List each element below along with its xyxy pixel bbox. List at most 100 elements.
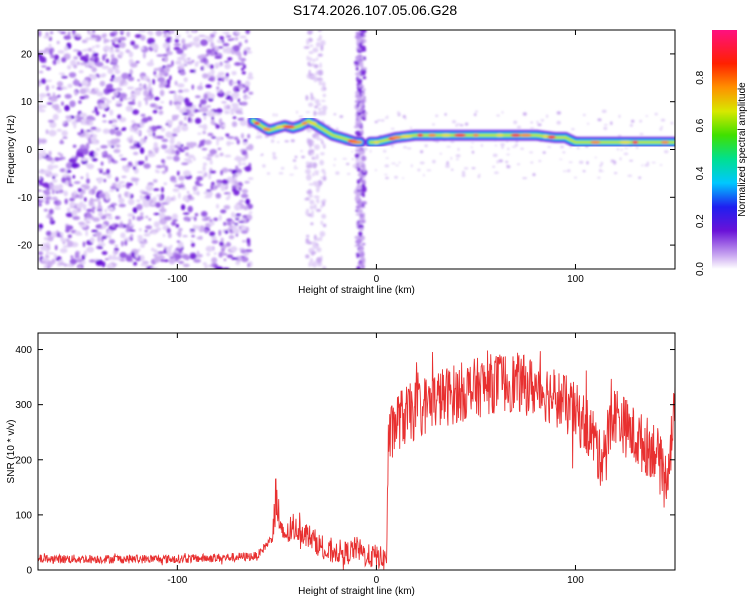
noise-blob [118,203,126,208]
noise-blob [215,185,218,190]
noise-blob [171,149,176,155]
noise-blob [312,172,315,177]
noise-blob [206,252,211,257]
noise-blob [155,165,163,169]
noise-blob [501,145,504,149]
noise-blob [119,252,127,259]
noise-blob [52,59,57,65]
noise-blob [198,107,202,111]
noise-blob [187,34,193,38]
noise-blob [103,178,107,183]
noise-blob [211,116,215,120]
noise-blob [220,185,226,192]
noise-blob [116,188,119,192]
noise-blob [78,100,82,104]
noise-blob [193,157,196,161]
noise-blob [381,119,385,122]
spec-ytick-label: 0 [26,145,32,156]
noise-blob [86,178,90,184]
noise-blob [310,75,315,78]
noise-blob [98,200,101,206]
noise-blob [203,93,208,100]
noise-blob [211,48,215,51]
noise-blob [445,165,450,168]
noise-blob [153,221,160,228]
noise-blob [240,205,249,210]
noise-blob [209,33,215,38]
noise-blob [220,169,224,176]
noise-blob [86,208,94,212]
noise-blob [161,204,164,211]
noise-blob [377,119,381,122]
noise-blob [177,125,181,129]
noise-blob [356,96,363,103]
noise-blob [45,196,52,200]
spec-ytick-label: -10 [18,193,33,204]
noise-blob [262,164,266,168]
noise-blob [50,31,54,35]
noise-blob [186,60,193,65]
snr-series-line [38,350,675,570]
noise-blob [43,208,48,212]
noise-blob [159,195,163,202]
noise-blob [139,160,145,164]
noise-blob [322,265,327,269]
noise-blob [115,176,119,182]
noise-blob [52,175,56,180]
noise-blob [181,38,186,45]
noise-blob [394,175,398,179]
noise-blob [178,120,184,126]
noise-blob [101,236,107,240]
noise-blob [587,122,590,125]
noise-blob [103,37,107,44]
noise-blob [147,30,152,35]
noise-blob [188,113,195,117]
noise-blob [42,260,47,264]
noise-blob [107,229,112,234]
noise-blob [89,136,97,143]
noise-blob [90,126,97,130]
noise-blob [306,174,312,181]
noise-blob [74,230,81,236]
noise-blob [194,95,201,99]
noise-blob [113,252,116,259]
noise-blob [182,196,189,202]
noise-blob [242,240,246,243]
noise-blob [314,99,320,104]
noise-blob [81,189,86,195]
noise-blob [39,93,47,98]
noise-blob [316,198,319,203]
noise-blob [226,254,234,259]
noise-blob [157,251,166,255]
noise-blob [309,199,315,205]
noise-blob [187,194,193,200]
noise-blob [83,197,87,202]
noise-blob [52,113,59,121]
noise-blob [124,239,128,246]
noise-blob [164,84,171,88]
noise-blob [52,189,55,195]
noise-blob [77,188,83,193]
noise-blob [127,76,135,82]
noise-blob [189,253,197,260]
noise-blob [53,104,60,111]
noise-blob [237,118,244,121]
noise-blob [110,185,117,190]
noise-blob [363,73,366,76]
noise-blob [211,136,217,139]
noise-blob [80,55,88,61]
signal-hotspot [301,121,308,125]
noise-blob [313,170,320,173]
noise-blob [546,114,549,118]
noise-blob [313,181,319,187]
noise-blob [567,169,571,173]
noise-blob [234,136,239,141]
noise-blob [51,231,57,238]
noise-blob [38,82,42,86]
noise-blob [153,179,158,183]
noise-blob [186,57,191,61]
noise-blob [97,242,106,247]
noise-blob [319,138,324,141]
noise-blob [356,125,359,129]
noise-blob [310,212,314,218]
